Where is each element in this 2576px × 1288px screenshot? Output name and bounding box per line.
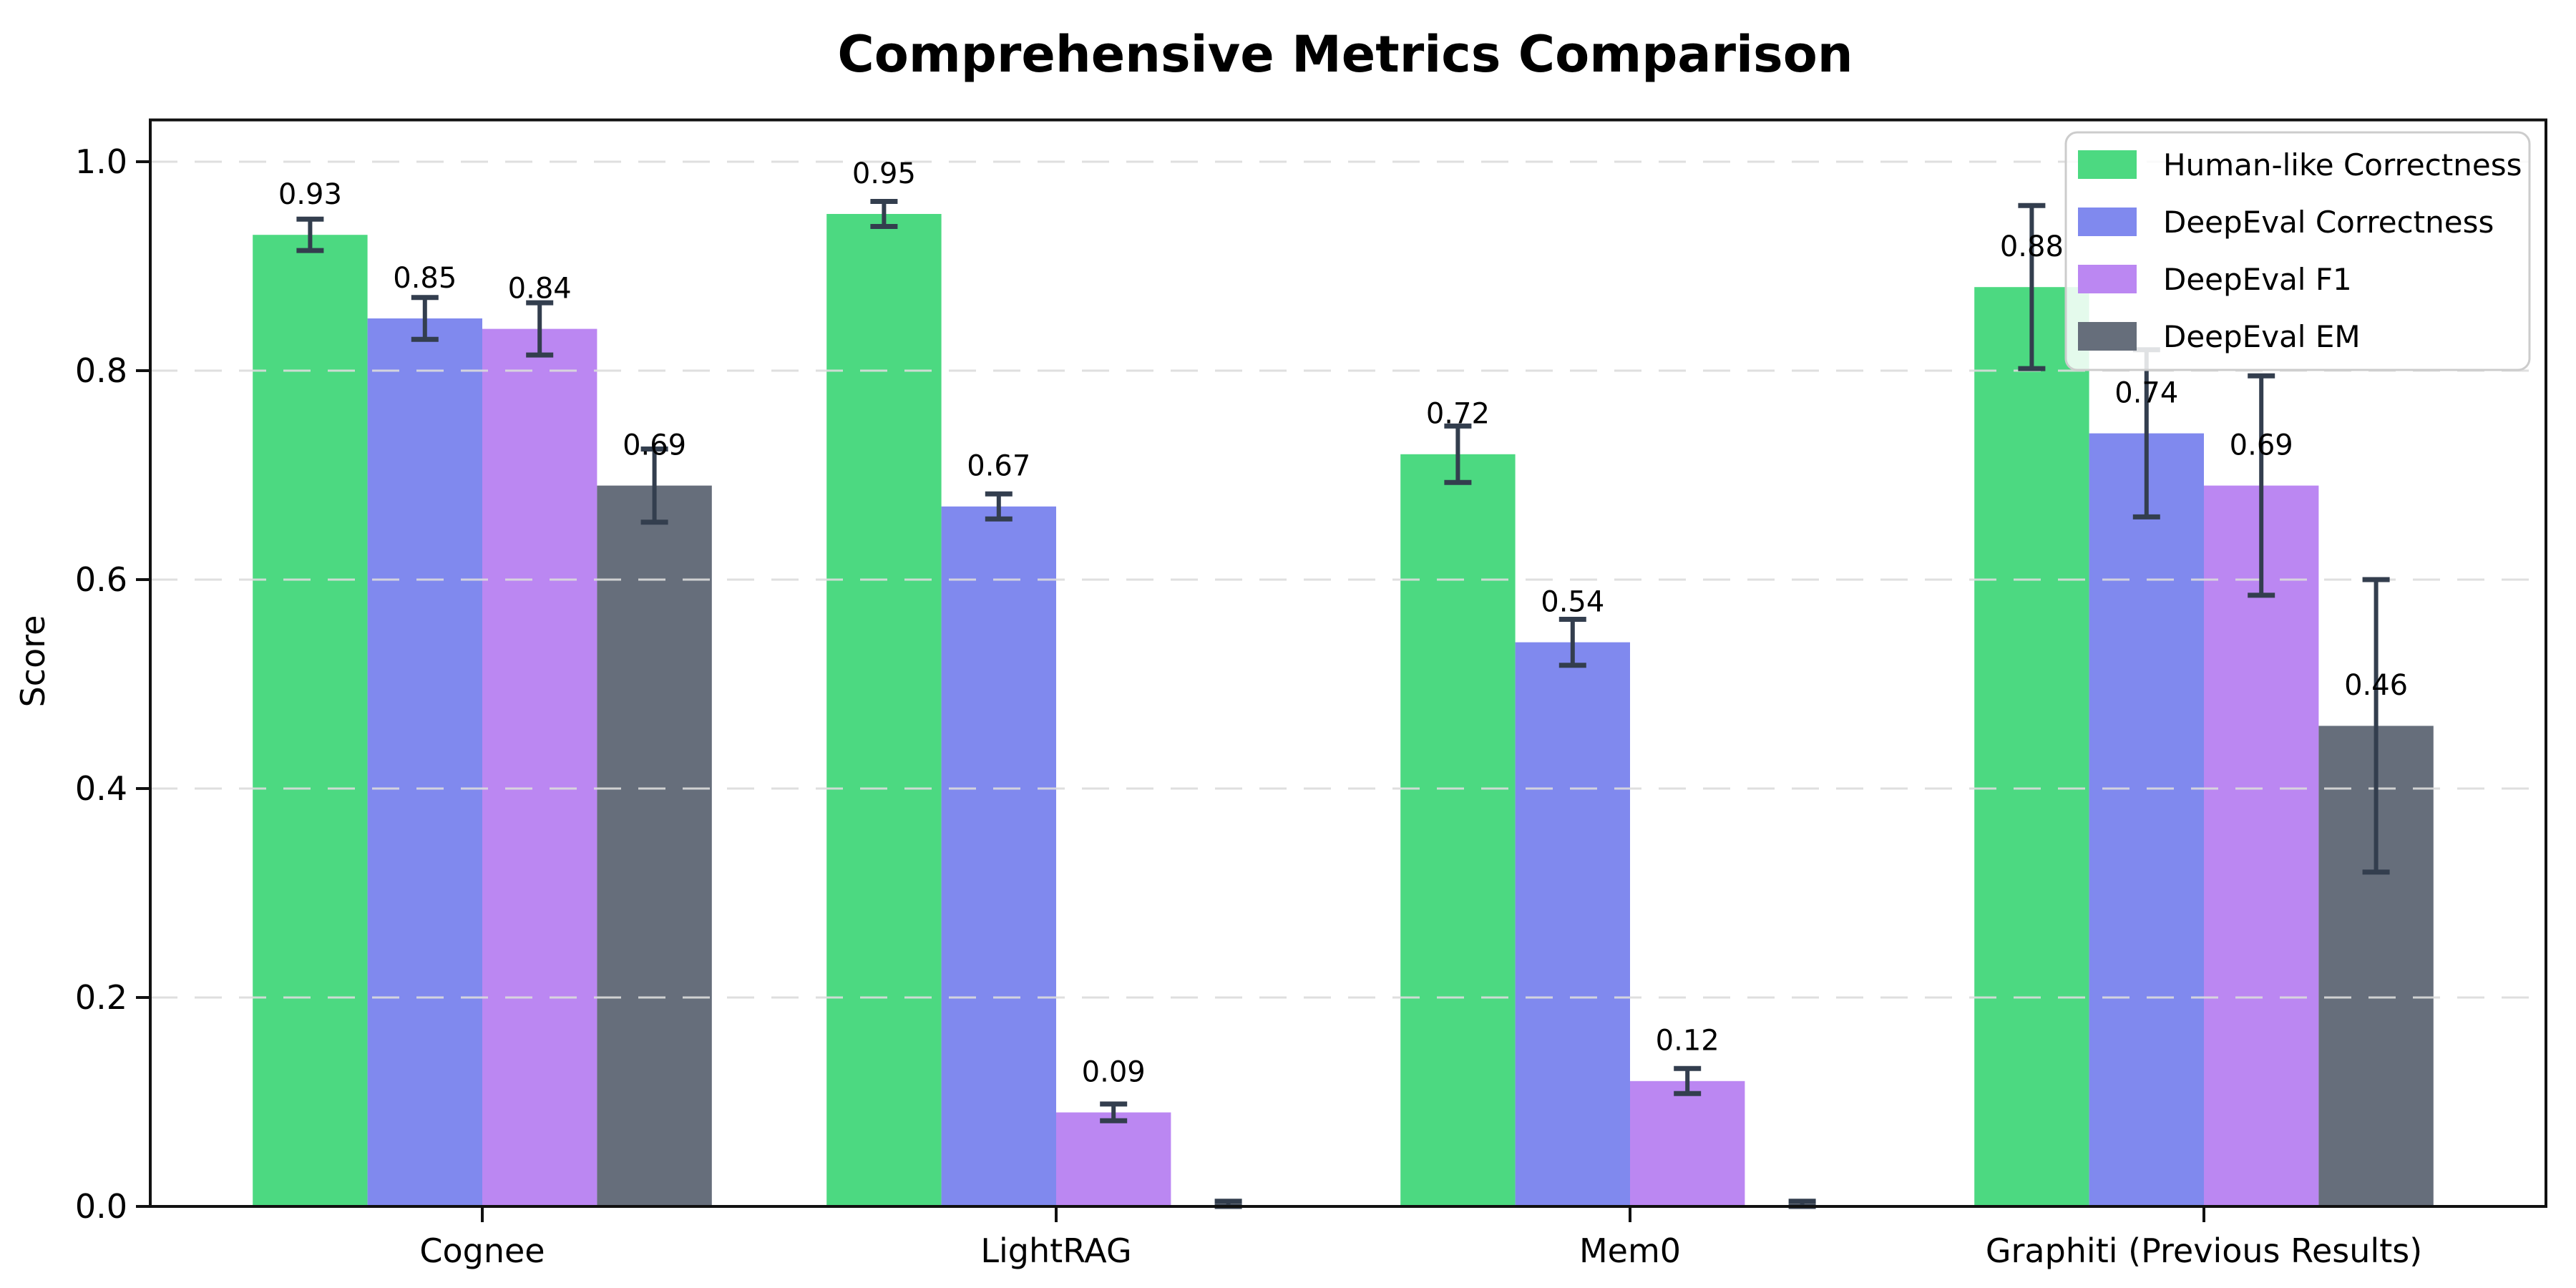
- bar: [253, 235, 368, 1207]
- bar: [2089, 433, 2204, 1206]
- y-tick-label: 0.0: [75, 1187, 127, 1226]
- bar-value-label: 0.95: [852, 157, 916, 190]
- axes-spines: [149, 118, 2547, 1209]
- x-tick-label: Mem0: [1579, 1231, 1681, 1270]
- legend-box: [2064, 131, 2531, 371]
- bar-value-label: 0.69: [623, 429, 686, 462]
- bar: [1974, 287, 2089, 1207]
- legend-entry-label: Human-like Correctness: [2163, 147, 2522, 182]
- x-tick-label: LightRAG: [980, 1231, 1131, 1270]
- bar-value-label: 0.54: [1541, 585, 1604, 618]
- legend-entry-label: DeepEval Correctness: [2163, 205, 2494, 240]
- legend: Human-like Correctness DeepEval Correctne…: [2064, 131, 2531, 371]
- bar-value-label: 0.46: [2344, 669, 2408, 702]
- bar: [1056, 1112, 1171, 1206]
- bar-value-label: 0.84: [508, 272, 572, 305]
- axes: 0.0 0.2 0.4 0.6 0.8 1.0 Cognee LightRAG Mem0 Grap…: [75, 118, 2547, 1270]
- bar: [1400, 454, 1516, 1206]
- legend-swatch: [2078, 322, 2137, 351]
- legend-swatch: [2078, 265, 2137, 293]
- bar: [2204, 485, 2319, 1206]
- bar-value-label: 0.09: [1082, 1055, 1146, 1088]
- legend-entry-label: DeepEval F1: [2163, 262, 2352, 297]
- y-tick-label: 0.2: [75, 978, 127, 1017]
- x-tick-label: Cognee: [419, 1231, 545, 1270]
- bar: [482, 328, 597, 1207]
- legend-entry-label: DeepEval EM: [2163, 319, 2361, 354]
- bar-value-label: 0.74: [2114, 376, 2178, 409]
- bar-value-label: 0.72: [1426, 398, 1490, 431]
- bar-value-label: 0.88: [2000, 230, 2064, 263]
- y-tick-label: 0.8: [75, 351, 127, 390]
- bar-value-label: 0.12: [1656, 1025, 1719, 1058]
- bar-value-label: 0.69: [2230, 429, 2293, 462]
- bar: [826, 214, 942, 1206]
- x-tick-label: Graphiti (Previous Results): [1986, 1231, 2422, 1270]
- bar-value-label: 0.93: [278, 178, 342, 211]
- y-tick-label: 0.6: [75, 560, 127, 599]
- bar: [1515, 642, 1630, 1206]
- bar-value-labels: 0.93 0.95 0.72 0.88 0.85 0.67 0.54 0.74 0.84 0.09…: [278, 157, 2408, 1089]
- bar-value-label: 0.85: [393, 262, 457, 295]
- bar-value-label: 0.67: [967, 450, 1030, 483]
- bar: [941, 506, 1056, 1206]
- chart-title: Comprehensive Metrics Comparison: [837, 25, 1853, 84]
- legend-swatch: [2078, 150, 2137, 179]
- y-axis-label: Score: [14, 615, 52, 708]
- y-tick-label: 1.0: [75, 142, 127, 181]
- bar: [597, 485, 712, 1206]
- y-tick-label: 0.4: [75, 769, 127, 808]
- gridlines: [150, 160, 2546, 999]
- bar: [367, 318, 482, 1206]
- bar: [1630, 1080, 1745, 1206]
- legend-swatch: [2078, 208, 2137, 236]
